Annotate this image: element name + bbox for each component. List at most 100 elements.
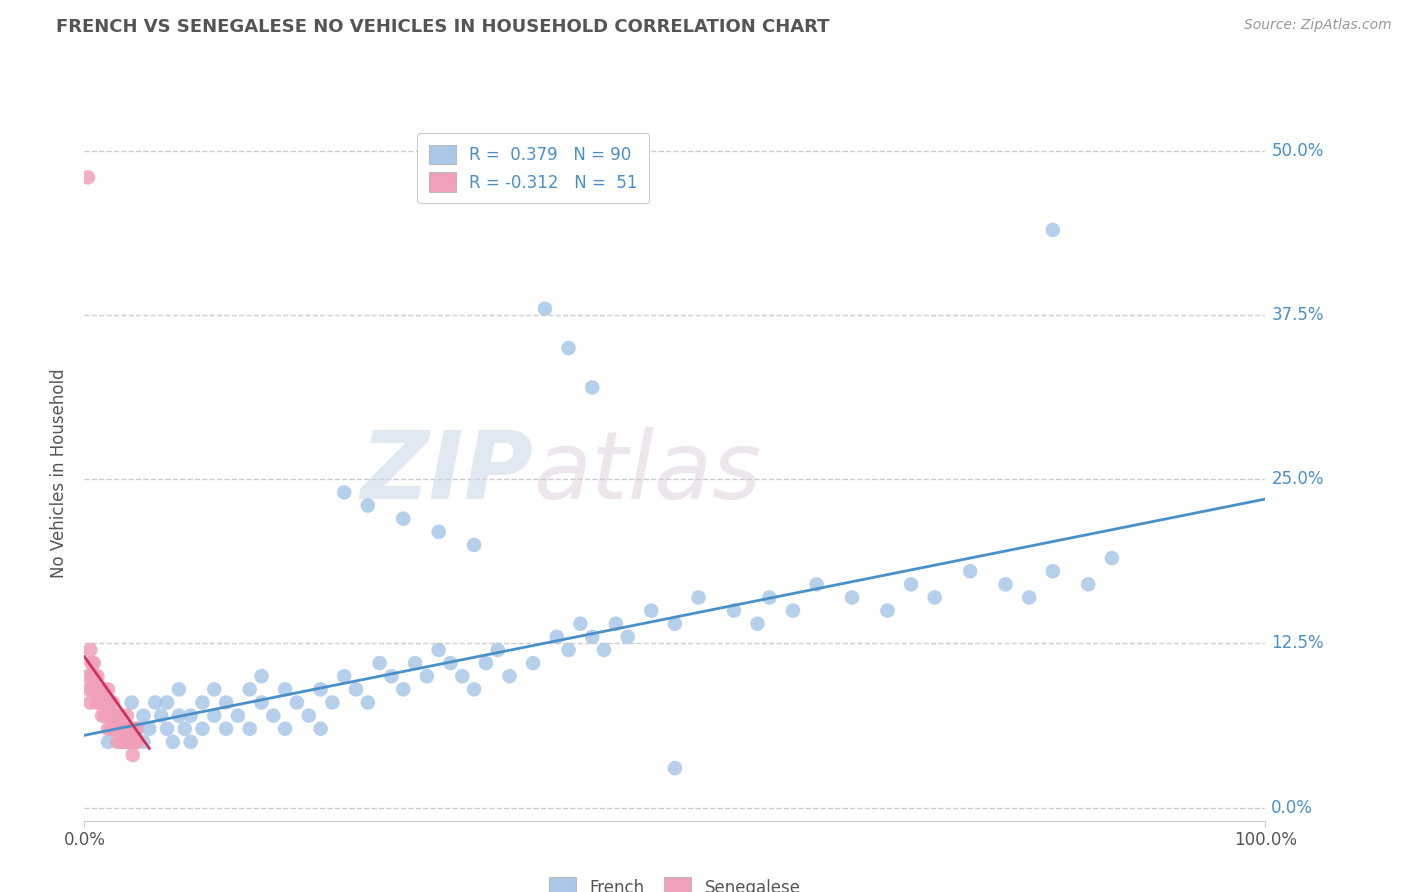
Point [782,604,804,618]
Point [90,696,112,710]
Point [463,682,485,697]
Point [107,735,129,749]
Point [593,643,616,657]
Point [173,722,195,736]
Text: 50.0%: 50.0% [1271,142,1323,161]
Point [333,485,356,500]
Point [91,708,114,723]
Point [82,669,104,683]
Text: 0.0%: 0.0% [1271,798,1313,816]
Point [96,708,118,723]
Point [103,722,125,736]
Point [569,616,592,631]
Text: 37.5%: 37.5% [1271,306,1324,324]
Point [1018,591,1040,605]
Point [167,682,190,697]
Point [581,630,603,644]
Point [723,604,745,618]
Point [274,682,297,697]
Point [94,696,117,710]
Point [114,722,136,736]
Point [191,696,214,710]
Point [321,696,343,710]
Point [357,696,380,710]
Point [191,722,214,736]
Point [239,722,262,736]
Point [87,696,110,710]
Point [80,656,103,670]
Point [439,656,461,670]
Point [368,656,391,670]
Point [475,656,498,670]
Point [103,708,125,723]
Point [416,669,439,683]
Point [104,708,127,723]
Point [959,564,981,578]
Point [97,735,120,749]
Point [344,682,367,697]
Point [91,682,114,697]
Point [84,682,107,697]
Point [427,524,450,539]
Point [285,696,308,710]
Point [333,669,356,683]
Point [121,735,143,749]
Point [122,722,145,736]
Point [924,591,946,605]
Text: Source: ZipAtlas.com: Source: ZipAtlas.com [1244,18,1392,32]
Point [747,616,769,631]
Point [226,708,249,723]
Point [581,380,603,394]
Point [114,735,136,749]
Point [688,591,710,605]
Point [150,708,173,723]
Point [110,735,132,749]
Point [98,696,121,710]
Point [138,722,160,736]
Point [120,722,142,736]
Point [79,643,101,657]
Point [557,643,579,657]
Point [79,696,101,710]
Point [357,499,380,513]
Point [463,538,485,552]
Point [557,341,579,355]
Point [427,643,450,657]
Point [1077,577,1099,591]
Point [84,669,107,683]
Point [404,656,426,670]
Point [93,708,115,723]
Point [77,170,100,185]
Point [124,735,146,749]
Text: 25.0%: 25.0% [1271,470,1324,488]
Point [451,669,474,683]
Point [841,591,863,605]
Point [546,630,568,644]
Point [125,722,148,736]
Point [77,682,100,697]
Point [77,669,100,683]
Point [758,591,780,605]
Point [132,735,155,749]
Point [522,656,544,670]
Point [143,696,166,710]
Point [309,722,332,736]
Point [664,616,686,631]
Point [101,696,124,710]
Point [156,696,179,710]
Point [202,682,225,697]
Point [250,669,273,683]
Point [111,722,134,736]
Point [112,735,135,749]
Point [121,735,143,749]
Point [392,512,415,526]
Y-axis label: No Vehicles in Household: No Vehicles in Household [51,368,69,578]
Point [664,761,686,775]
Text: 12.5%: 12.5% [1271,634,1324,652]
Point [605,616,627,631]
Text: FRENCH VS SENEGALESE NO VEHICLES IN HOUSEHOLD CORRELATION CHART: FRENCH VS SENEGALESE NO VEHICLES IN HOUS… [56,18,830,36]
Point [118,735,141,749]
Point [162,735,184,749]
Point [115,708,138,723]
Point [876,604,898,618]
